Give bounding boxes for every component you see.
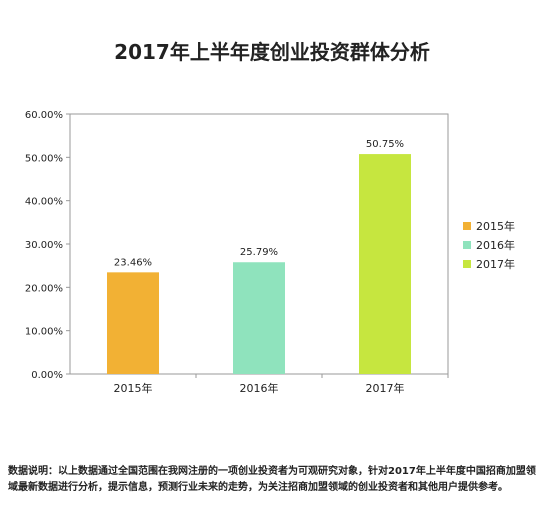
- legend-label: 2017年: [476, 257, 515, 271]
- footnote: 数据说明：以上数据通过全国范围在我网注册的一项创业投资者为可观研究对象，针对20…: [8, 466, 536, 493]
- y-tick-label: 10.00%: [25, 327, 63, 338]
- x-tick-label: 2016年: [240, 381, 279, 395]
- legend-label: 2015年: [476, 219, 515, 233]
- y-axis: 0.00% 10.00% 20.00% 30.00% 40.00% 50.00% 60.00…: [25, 110, 70, 381]
- legend-swatch: [463, 222, 471, 230]
- legend: 2015年 2016年 2017年: [463, 219, 515, 271]
- bar: [233, 262, 285, 374]
- y-tick-label: 20.00%: [25, 283, 63, 294]
- y-tick-label: 50.00%: [25, 153, 63, 164]
- y-tick-label: 60.00%: [25, 110, 63, 121]
- y-tick-label: 0.00%: [31, 370, 63, 381]
- legend-swatch: [463, 260, 471, 268]
- bar: [359, 154, 411, 374]
- x-tick-label: 2017年: [366, 381, 405, 395]
- y-tick-label: 30.00%: [25, 240, 63, 251]
- chart-title: 2017年上半年度创业投资群体分析: [114, 40, 430, 64]
- x-tick-label: 2015年: [114, 381, 153, 395]
- bar-value-label: 25.79%: [240, 247, 278, 258]
- legend-swatch: [463, 241, 471, 249]
- bar-value-label: 23.46%: [114, 257, 152, 268]
- legend-label: 2016年: [476, 238, 515, 252]
- bar: [107, 272, 159, 374]
- bars: 23.46% 25.79% 50.75%: [107, 139, 411, 374]
- x-axis: 2015年 2016年 2017年: [114, 374, 449, 395]
- bar-value-label: 50.75%: [366, 139, 404, 150]
- y-tick-label: 40.00%: [25, 197, 63, 208]
